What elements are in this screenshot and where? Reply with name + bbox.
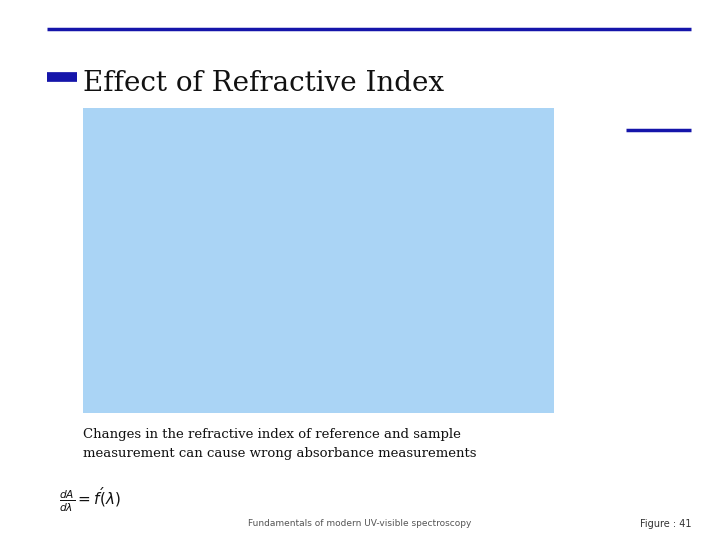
Text: $\frac{dA}{d\lambda} = f\'(\lambda)$: $\frac{dA}{d\lambda} = f\'(\lambda)$ (59, 485, 121, 514)
Text: measurement can cause wrong absorbance measurements: measurement can cause wrong absorbance m… (83, 447, 477, 460)
Text: Effect of Refractive Index: Effect of Refractive Index (83, 70, 444, 97)
Text: Changes in the refractive index of reference and sample: Changes in the refractive index of refer… (83, 428, 461, 441)
Text: Figure : 41: Figure : 41 (639, 519, 691, 529)
Text: Fundamentals of modern UV-visible spectroscopy: Fundamentals of modern UV-visible spectr… (248, 519, 472, 528)
